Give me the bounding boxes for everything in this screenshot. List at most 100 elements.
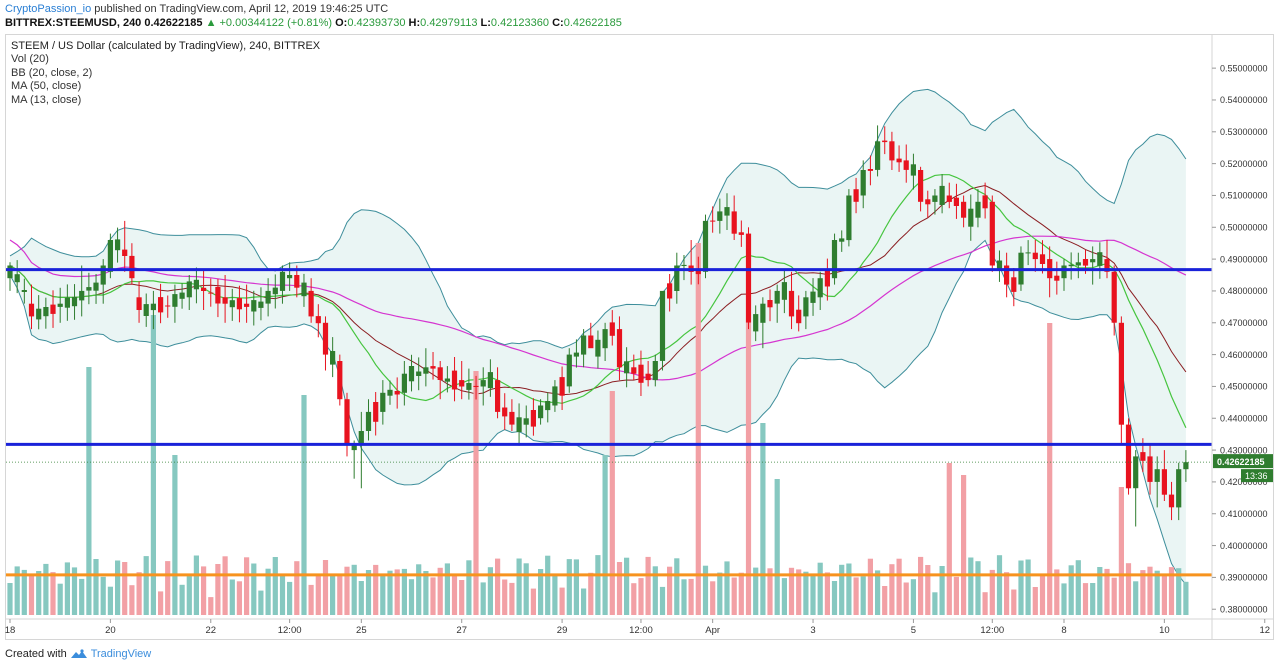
volume-bar [28,574,35,615]
volume-bar [71,567,78,615]
footer-brand[interactable]: TradingView [90,648,152,660]
candle-body [581,335,587,355]
volume-bar [459,580,465,615]
volume-bar [946,463,952,615]
candle-body [136,297,142,310]
volume-bar [1140,570,1146,615]
volume-bar [244,557,250,615]
candle-body [882,140,888,143]
volume-bar [1183,581,1189,615]
volume-bar [150,315,156,615]
volume-bar [373,564,379,615]
candle-body [1168,494,1175,508]
candle-body [831,240,838,279]
candle-body [538,405,544,419]
candle-body [437,367,443,380]
volume-bar [322,560,329,615]
volume-bar [1025,559,1031,615]
volume-bar [774,479,780,615]
volume-bar [889,564,895,615]
candle-body [867,169,873,171]
volume-bar [781,578,787,615]
candle-body [1032,252,1038,260]
author-link[interactable]: CryptoPassion_io [5,3,92,15]
legend-item-ma13[interactable]: MA (13, close) [11,93,82,106]
volume-bar [867,558,873,615]
y-tick-label: 0.55000000 [1220,63,1268,73]
volume-bar [437,567,443,615]
y-tick-label: 0.45000000 [1220,382,1268,392]
candle-body [552,386,558,406]
volume-bar [480,582,486,615]
candle-body [165,305,171,307]
volume-bar [122,562,128,615]
volume-bar [659,586,666,615]
candle-body [315,316,321,324]
candle-body [860,170,866,196]
candle-body [1176,469,1182,508]
volume-bar [158,591,164,615]
candle-body [93,282,99,291]
candle-body [932,195,938,202]
volume-bar [925,565,931,615]
volume-bar [408,579,415,615]
candle-body [796,309,802,324]
candle-body [875,141,881,170]
candle-body [1125,424,1132,489]
y-tick-label: 0.42000000 [1220,477,1268,487]
legend-item-vol[interactable]: Vol (20) [11,53,49,66]
legend-item-bb[interactable]: BB (20, close, 2) [11,66,93,79]
candle-body [624,361,630,374]
candle-body [760,303,766,323]
candle-body [1011,277,1017,292]
volume-bar [667,566,673,615]
candle-body [803,297,809,317]
volume-bar [179,584,185,615]
volume-bar [1047,323,1053,615]
volume-bar [581,588,587,615]
volume-bar [14,566,20,615]
x-tick-label: 27 [456,625,467,636]
candle-body [1147,456,1153,482]
volume-bar [380,574,386,615]
volume-bar [853,577,859,615]
volume-bar [1161,573,1167,615]
volume-bar [1154,570,1160,615]
y-tick-label: 0.43000000 [1220,445,1268,455]
candle-body [681,264,687,266]
volume-bar [710,581,716,615]
y-tick-label: 0.53000000 [1220,127,1268,137]
candle-body [595,339,601,357]
volume-bar [516,558,522,615]
volume-bar [695,243,701,615]
volume-bar [43,563,49,615]
legend-title: STEEM / US Dollar (calculated by Trading… [11,40,321,52]
candle-body [1183,462,1189,470]
candle-body [667,283,673,299]
candle-body [1154,469,1160,482]
candle-body [1104,259,1110,272]
candle-body [244,303,250,307]
volume-bar [258,590,264,615]
x-tick-label: 29 [557,625,568,636]
candle-body [279,271,286,291]
change-value: ▲ +0.00344122 (+0.81%) [205,17,333,29]
candle-body [953,197,959,206]
candle-body [444,378,450,382]
candle-body [638,364,644,383]
candle-body [473,385,479,387]
volume-bar [831,581,838,615]
volume-bar [444,563,450,615]
candle-body [939,185,945,205]
candle-body [717,211,723,221]
candle-body [1140,452,1146,461]
candle-body [545,401,551,411]
bollinger-basis-line [9,184,1187,396]
legend-item-ma50[interactable]: MA (50, close) [11,80,82,93]
candle-body [1090,259,1096,263]
volume-bar [731,577,737,615]
candle-body [251,300,257,312]
volume-bar [538,569,544,615]
volume-bar [136,572,142,615]
